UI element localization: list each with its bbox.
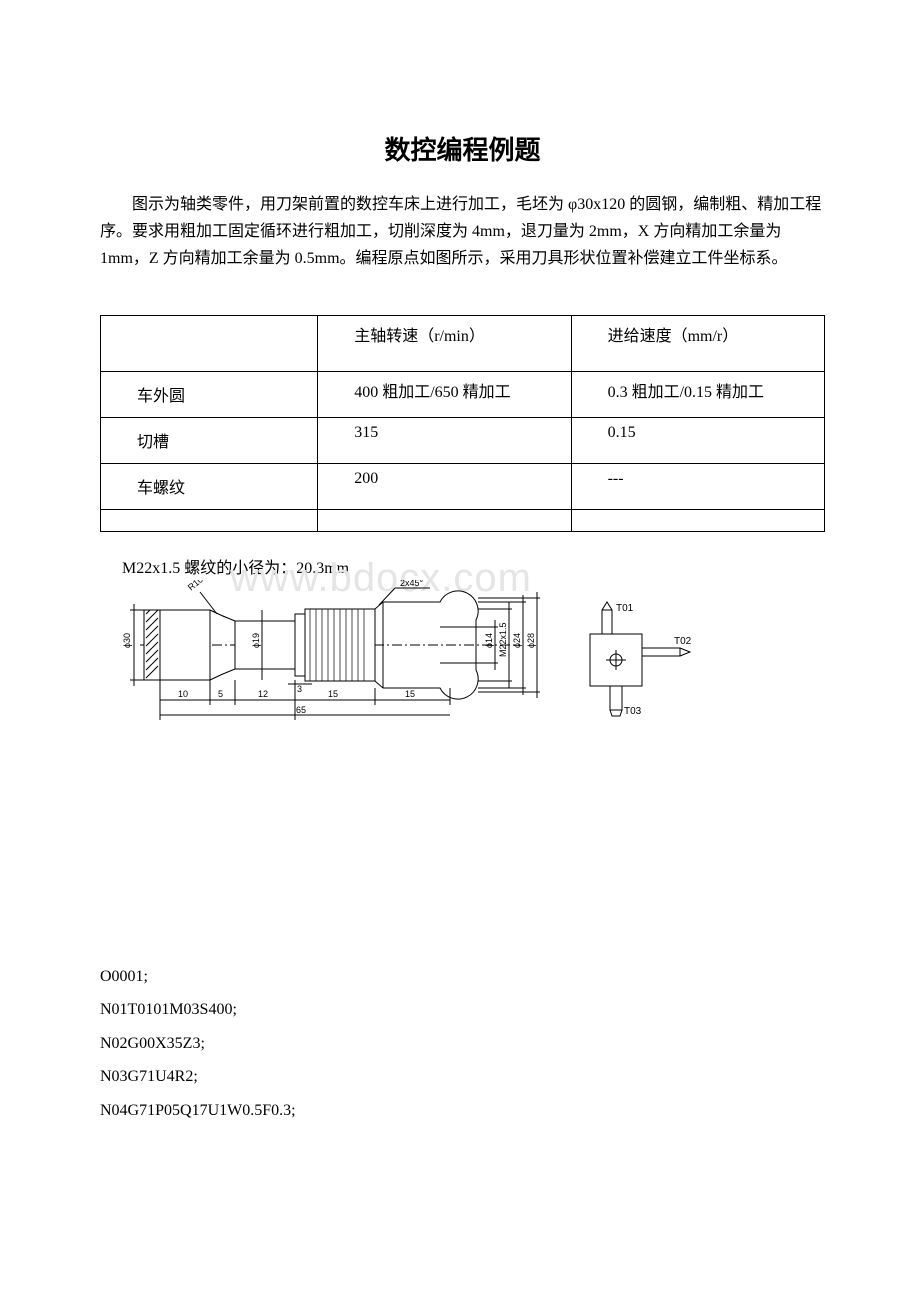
code-line-0: O0001; [100,960,825,994]
dim-h-1: 5 [218,689,223,699]
code-line-2: N02G00X35Z3; [100,1027,825,1061]
code-line-1: N01T0101M03S400; [100,993,825,1027]
dim-h-0: 10 [178,689,188,699]
row-outer-speed: 400 粗加工/650 精加工 [318,371,571,417]
radius-label: R10 [186,580,205,593]
row-thread-label: 车螺纹 [101,463,318,509]
shaft-diagram: 2x45° R10 10 5 12 15 15 65 3 ϕ30 ϕ19 ϕ14… [100,580,540,730]
row-outer-feed: 0.3 粗加工/0.15 精加工 [571,371,824,417]
row-groove-feed: 0.15 [571,417,824,463]
code-line-3: N03G71U4R2; [100,1060,825,1094]
dim-v-0: ϕ30 [122,633,132,648]
tool-diagram: T01 T02 T03 [562,598,702,718]
header-speed: 主轴转速（r/min） [318,315,571,371]
dim-v-2: ϕ14 [484,633,494,648]
tool-t03-label: T03 [624,706,642,717]
chamfer-label: 2x45° [400,580,424,588]
dim-v-4: ϕ24 [512,633,522,648]
dim-h-3: 15 [328,689,338,699]
row-thread-feed: --- [571,463,824,509]
row-groove-label: 切槽 [101,417,318,463]
dim-total: 65 [296,705,306,715]
row-empty-3 [571,509,824,531]
header-empty [101,315,318,371]
code-line-4: N04G71P05Q17U1W0.5F0.3; [100,1094,825,1128]
tool-t01-label: T01 [616,603,634,614]
row-empty-1 [101,509,318,531]
dim-h-4: 15 [405,689,415,699]
dim-v-5: ϕ28 [526,633,536,648]
row-empty-2 [318,509,571,531]
header-feed: 进给速度（mm/r） [571,315,824,371]
tool-t02-label: T02 [674,636,692,647]
nc-code-block: O0001; N01T0101M03S400; N02G00X35Z3; N03… [100,960,825,1128]
row-groove-speed: 315 [318,417,571,463]
row-thread-speed: 200 [318,463,571,509]
dim-groove: 3 [297,684,302,694]
page-title: 数控编程例题 [100,130,825,167]
intro-paragraph: 图示为轴类零件，用刀架前置的数控车床上进行加工，毛坯为 φ30x120 的圆钢，… [100,191,825,273]
dim-v-3: M22x1.5 [498,622,508,657]
parameters-table: 主轴转速（r/min） 进给速度（mm/r） 车外圆 400 粗加工/650 精… [100,315,825,532]
dim-v-1: ϕ19 [251,633,261,648]
row-outer-label: 车外圆 [101,371,318,417]
dim-h-2: 12 [258,689,268,699]
